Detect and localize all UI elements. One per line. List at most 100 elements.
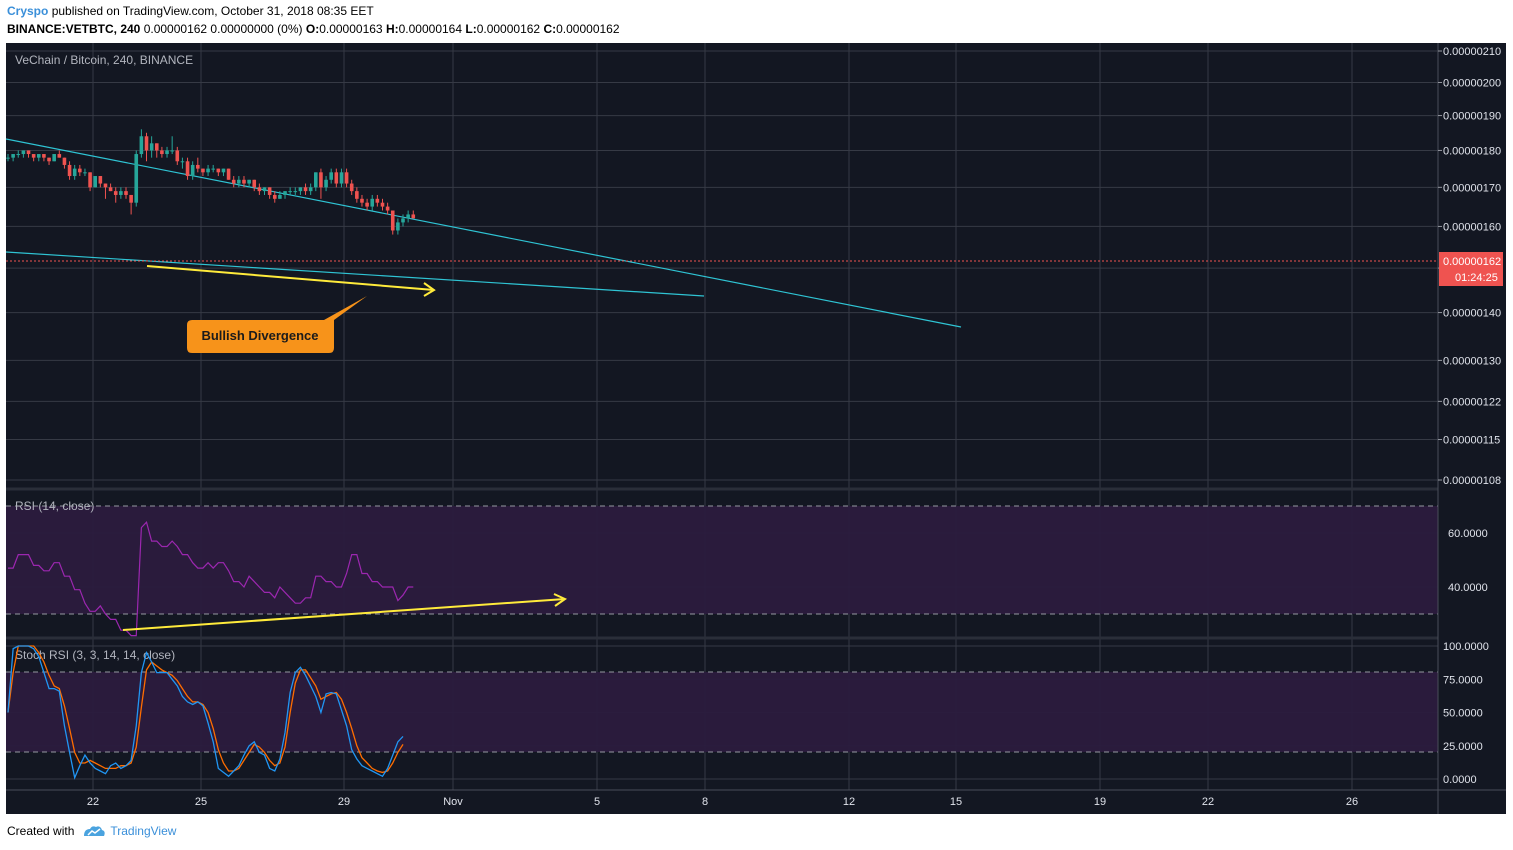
candle-body[interactable] <box>170 150 174 152</box>
candle-body[interactable] <box>380 202 385 207</box>
candle-body[interactable] <box>72 168 77 177</box>
candle-body[interactable] <box>365 202 369 207</box>
candle-body[interactable] <box>62 157 67 165</box>
candle-body[interactable] <box>406 214 410 219</box>
candle-body[interactable] <box>154 143 159 151</box>
candle-body[interactable] <box>16 154 21 156</box>
candle-body[interactable] <box>103 183 108 188</box>
candle-body[interactable] <box>257 187 262 192</box>
price-divergence-arrow[interactable] <box>146 265 436 297</box>
candle-body[interactable] <box>144 136 149 151</box>
candle-body[interactable] <box>88 172 92 188</box>
candle-body[interactable] <box>124 191 128 195</box>
candle-body[interactable] <box>42 154 46 158</box>
candle-body[interactable] <box>52 154 56 162</box>
rsi-divergence-arrow[interactable] <box>122 593 568 631</box>
stoch-title: Stoch RSI (3, 3, 14, 14, close) <box>15 648 175 662</box>
tradingview-brand[interactable]: TradingView <box>110 824 177 838</box>
candle-body[interactable] <box>355 191 359 199</box>
candle-body[interactable] <box>216 168 221 173</box>
stoch-d-line[interactable] <box>7 645 404 774</box>
candle-body[interactable] <box>231 179 236 184</box>
candle-body[interactable] <box>165 150 169 155</box>
candle-body[interactable] <box>190 164 195 177</box>
candle-body[interactable] <box>134 154 139 203</box>
chart-canvas[interactable]: VeChain / Bitcoin, 240, BINANCE Bullish … <box>6 43 1506 814</box>
candle-body[interactable] <box>283 191 287 195</box>
price-axis-label: 0.00000115 <box>1443 434 1500 446</box>
candle-body[interactable] <box>247 179 251 184</box>
candle-body[interactable] <box>262 187 267 192</box>
candle-body[interactable] <box>57 154 62 158</box>
time-axis-label: 5 <box>594 796 600 808</box>
candle-body[interactable] <box>390 210 395 231</box>
lower-trendline[interactable] <box>6 251 705 297</box>
candle-body[interactable] <box>149 143 154 151</box>
candle-body[interactable] <box>6 157 10 159</box>
candle-body[interactable] <box>67 164 72 177</box>
candle-body[interactable] <box>26 150 31 155</box>
candle-body[interactable] <box>329 172 333 180</box>
candle-body[interactable] <box>242 179 246 184</box>
candle-body[interactable] <box>288 191 292 193</box>
candle-body[interactable] <box>303 187 308 192</box>
candle-body[interactable] <box>160 150 164 155</box>
candle-body[interactable] <box>47 157 51 162</box>
candle-body[interactable] <box>293 191 298 193</box>
trendlines[interactable] <box>6 138 962 328</box>
price-axis-label: 0.00000210 <box>1443 46 1501 58</box>
upper-trendline[interactable] <box>6 138 962 328</box>
candle-body[interactable] <box>36 154 41 158</box>
candle-body[interactable] <box>252 179 257 188</box>
candle-body[interactable] <box>370 198 375 207</box>
candle-body[interactable] <box>339 172 344 184</box>
candle-body[interactable] <box>11 154 15 158</box>
candle-body[interactable] <box>396 222 400 231</box>
grid-lines <box>6 43 1438 790</box>
candle-body[interactable] <box>221 168 226 173</box>
candle-body[interactable] <box>21 150 26 155</box>
candle-body[interactable] <box>211 168 215 170</box>
candle-body[interactable] <box>411 214 416 219</box>
tradingview-logo-icon <box>84 826 106 836</box>
candle-body[interactable] <box>319 172 323 188</box>
candle-body[interactable] <box>113 191 118 195</box>
candle-body[interactable] <box>360 198 364 203</box>
candle-body[interactable] <box>272 194 277 199</box>
candle-body[interactable] <box>226 168 231 180</box>
candle-body[interactable] <box>401 218 405 223</box>
candle-body[interactable] <box>267 187 272 195</box>
candle-body[interactable] <box>83 172 87 174</box>
candle-body[interactable] <box>108 187 113 192</box>
candle-body[interactable] <box>314 172 318 188</box>
candle-body[interactable] <box>308 187 313 192</box>
candle-body[interactable] <box>175 150 180 162</box>
candle-body[interactable] <box>180 161 185 163</box>
last-price-tag-bg <box>1439 252 1503 286</box>
candle-body[interactable] <box>119 191 123 195</box>
candle-body[interactable] <box>129 194 133 203</box>
candle-body[interactable] <box>31 154 36 158</box>
candle-body[interactable] <box>196 164 200 169</box>
candle-body[interactable] <box>334 172 339 184</box>
candle-body[interactable] <box>185 161 190 177</box>
candle-body[interactable] <box>78 168 82 173</box>
candle-body[interactable] <box>237 179 241 184</box>
candle-body[interactable] <box>201 168 205 173</box>
candle-body[interactable] <box>139 136 144 155</box>
rsi-line[interactable] <box>8 521 414 637</box>
candle-body[interactable] <box>349 183 354 192</box>
candle-body[interactable] <box>298 187 303 192</box>
divergence-callout[interactable]: Bullish Divergence <box>187 296 367 353</box>
candle-body[interactable] <box>385 206 390 211</box>
stoch-k-line[interactable] <box>7 645 404 780</box>
candle-body[interactable] <box>324 179 328 188</box>
candle-body[interactable] <box>98 176 103 184</box>
candle-body[interactable] <box>344 172 349 184</box>
author-name[interactable]: Cryspo <box>7 4 49 18</box>
candle-body[interactable] <box>375 198 380 203</box>
time-axis[interactable]: 22 25 29 Nov 5 8 12 15 19 22 26 <box>87 796 1358 808</box>
candle-body[interactable] <box>278 194 282 199</box>
candle-body[interactable] <box>206 168 210 173</box>
candle-body[interactable] <box>93 176 98 188</box>
